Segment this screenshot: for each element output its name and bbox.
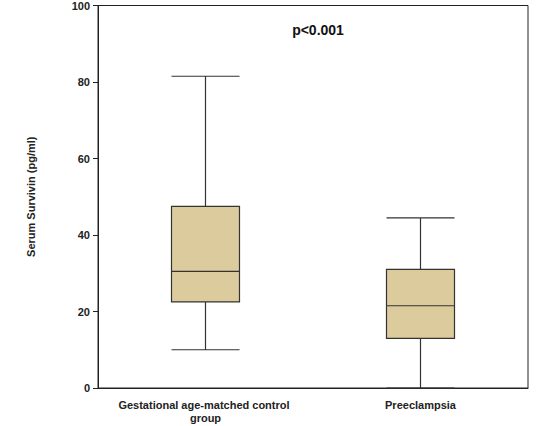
- svg-text:80: 80: [78, 76, 90, 88]
- svg-text:Serum Survivin (pg/ml): Serum Survivin (pg/ml): [25, 136, 37, 257]
- svg-text:60: 60: [78, 153, 90, 165]
- svg-text:Gestational age-matched contro: Gestational age-matched control: [118, 399, 292, 411]
- svg-text:group: group: [190, 412, 221, 424]
- svg-text:20: 20: [78, 306, 90, 318]
- svg-text:Preeclampsia: Preeclampsia: [385, 399, 457, 411]
- svg-text:100: 100: [72, 0, 90, 12]
- svg-text:40: 40: [78, 229, 90, 241]
- svg-text:p<0.001: p<0.001: [292, 22, 344, 38]
- svg-text:0: 0: [84, 382, 90, 394]
